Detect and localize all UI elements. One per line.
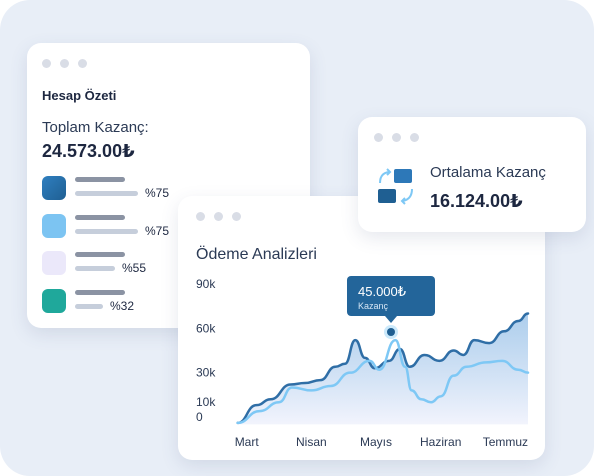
total-label: Toplam Kazanç: bbox=[42, 119, 149, 136]
item-swatch bbox=[42, 213, 66, 238]
average-label: Ortalama Kazanç bbox=[430, 164, 546, 181]
window-dots bbox=[42, 59, 87, 68]
y-tick-label: 60k bbox=[196, 321, 216, 335]
item-percent: %55 bbox=[122, 261, 147, 275]
item-swatch bbox=[42, 251, 66, 275]
window-dots bbox=[196, 212, 241, 221]
placeholder-bar bbox=[75, 303, 103, 309]
item-swatch bbox=[42, 288, 66, 313]
item-percent: %32 bbox=[110, 298, 135, 313]
tooltip-box bbox=[347, 276, 435, 316]
average-card: Ortalama Kazanç 16.124.00₺ bbox=[358, 117, 586, 232]
summary-card: Hesap Özeti Toplam Kazanç: 24.573.00₺ %7… bbox=[27, 43, 310, 328]
tooltip-dot bbox=[387, 328, 395, 336]
x-tick-label: Haziran bbox=[420, 435, 461, 449]
item-swatch bbox=[42, 176, 66, 200]
average-value: 16.124.00₺ bbox=[430, 191, 523, 211]
x-tick-label: Nisan bbox=[296, 435, 327, 449]
placeholder-bar bbox=[75, 191, 138, 196]
y-tick-label: 0 bbox=[196, 410, 203, 424]
y-tick-label: 10k bbox=[196, 395, 216, 409]
x-tick-label: Mart bbox=[235, 435, 260, 449]
tooltip-label: Kazanç bbox=[358, 301, 389, 311]
chart-title: Ödeme Analizleri bbox=[196, 245, 317, 263]
line bbox=[236, 338, 530, 425]
total-value: 24.573.00₺ bbox=[42, 141, 135, 161]
x-tick-label: Temmuz bbox=[483, 435, 528, 449]
y-tick-label: 90k bbox=[196, 277, 216, 291]
exchange-icon bbox=[378, 168, 413, 205]
y-tick-label: 30k bbox=[196, 366, 216, 380]
chart-card: Ödeme Analizleri 0 10k 30k 60k 90k Mart Nisan M… bbox=[178, 196, 545, 460]
item-percent: %75 bbox=[145, 223, 170, 238]
tooltip-pointer bbox=[385, 316, 397, 323]
placeholder-bar bbox=[75, 266, 115, 271]
item-percent: %75 bbox=[145, 186, 170, 200]
placeholder-bar bbox=[75, 252, 125, 257]
summary-title: Hesap Özeti bbox=[42, 88, 117, 103]
placeholder-bar bbox=[75, 289, 125, 295]
x-tick-label: Mayıs bbox=[360, 435, 392, 449]
tooltip-value: 45.000₺ bbox=[358, 284, 406, 299]
line bbox=[236, 312, 530, 425]
window-dots bbox=[374, 133, 419, 142]
placeholder-bar bbox=[75, 177, 125, 182]
placeholder-bar bbox=[75, 228, 138, 234]
placeholder-bar bbox=[75, 214, 125, 220]
